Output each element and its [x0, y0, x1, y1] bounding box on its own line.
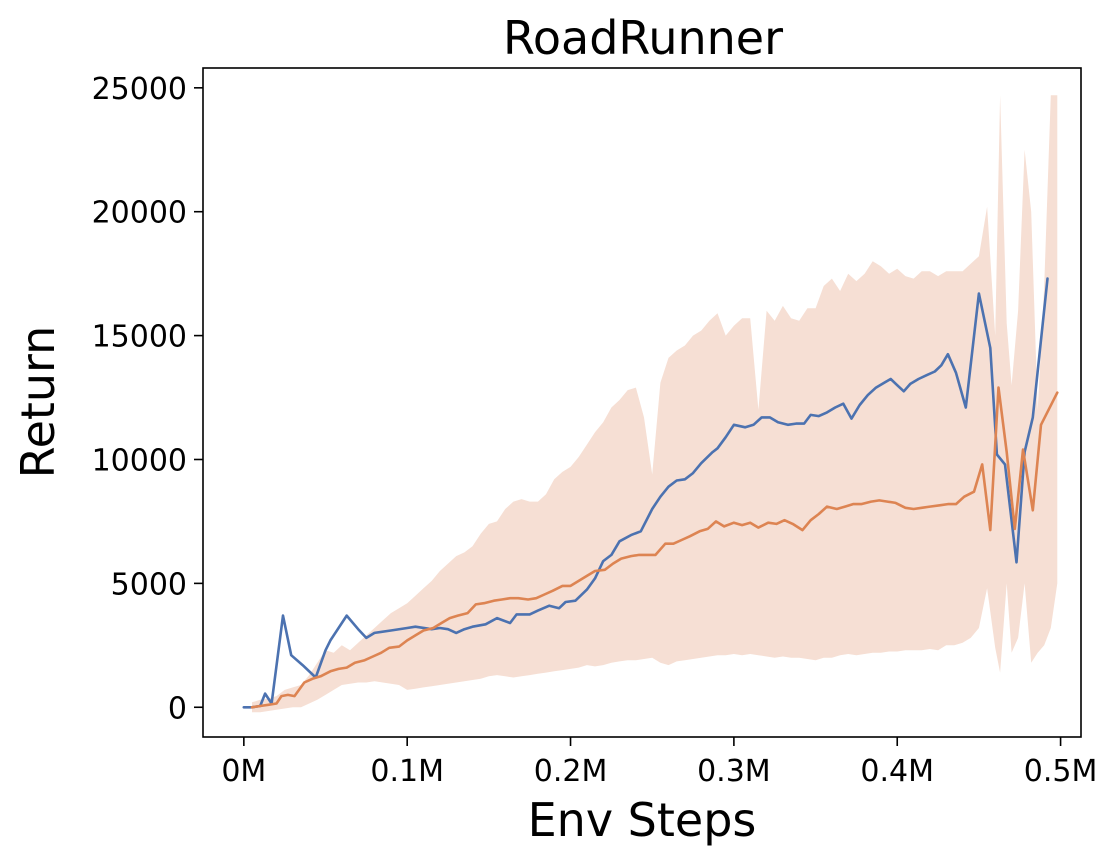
x-tick-label: 0.5M [1024, 754, 1098, 789]
y-tick-label: 10000 [92, 443, 187, 478]
series-1-line [242, 277, 1049, 709]
x-tick-label: 0.1M [370, 754, 444, 789]
chart-title: RoadRunner [503, 11, 783, 65]
y-tick-label: 5000 [111, 567, 187, 602]
x-tick-label: 0.3M [697, 754, 771, 789]
axis-ticks: 0M 0.1M 0.2M 0.3M 0.4M 0.5M 0 5000 10000 15000 200… [92, 72, 1098, 789]
series-2-confidence-band [252, 95, 1058, 713]
y-tick-label: 20000 [92, 196, 187, 231]
y-axis-label: Return [11, 326, 65, 479]
series-2-line [250, 386, 1059, 709]
x-axis-label: Env Steps [528, 793, 757, 847]
plot-area [242, 95, 1059, 713]
y-tick-label: 25000 [92, 72, 187, 107]
x-tick-label: 0.2M [534, 754, 608, 789]
x-tick-label: 0.4M [860, 754, 934, 789]
y-tick-label: 15000 [92, 320, 187, 355]
y-tick-label: 0 [168, 691, 187, 726]
x-tick-label: 0M [221, 754, 266, 789]
axes-frame [202, 67, 1082, 738]
